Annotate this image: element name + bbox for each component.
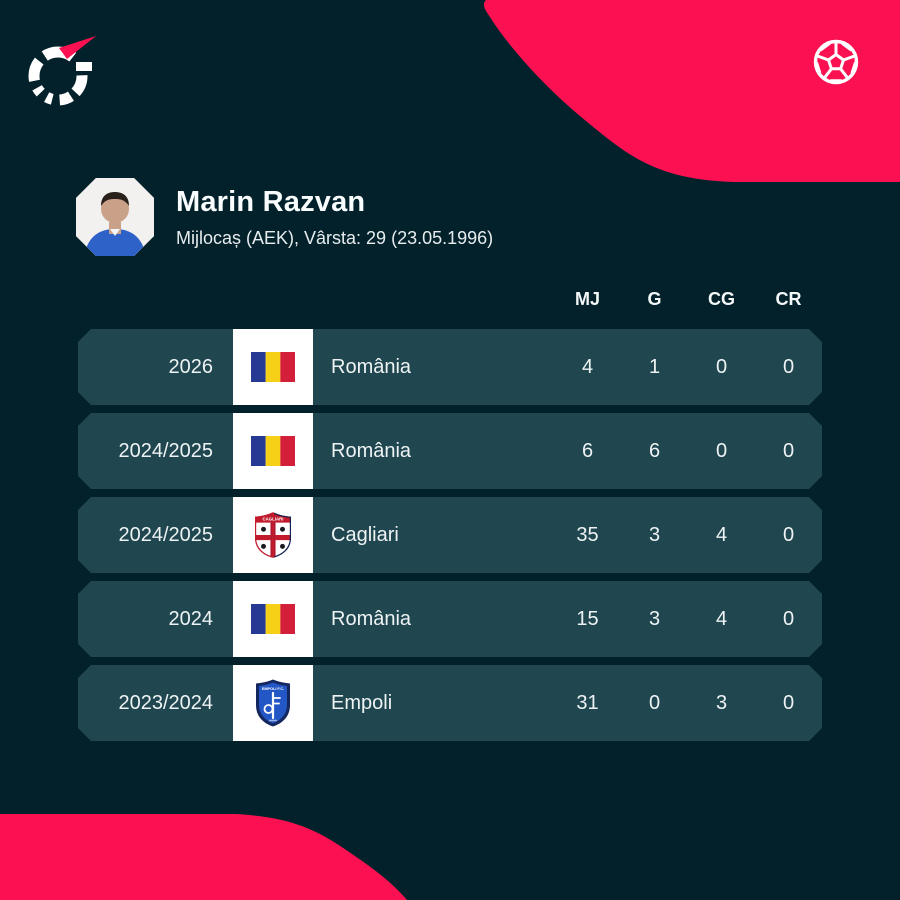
stat-cr: 0 — [782, 439, 795, 462]
player-name: Marin Razvan — [176, 185, 366, 218]
season-row: 2024 România 15 3 4 0 — [78, 581, 822, 657]
stat-cg: 4 — [715, 607, 728, 630]
team-name: Empoli — [331, 691, 393, 714]
stat-mj: 31 — [576, 691, 599, 714]
romania-flag-icon — [251, 604, 295, 634]
season-row: 2024/2025 România 6 6 0 0 — [78, 413, 822, 489]
stat-mj: 15 — [576, 607, 599, 630]
player-photo-image — [76, 178, 154, 256]
romania-flag-icon — [251, 436, 295, 466]
svg-text:CAGLIARI: CAGLIARI — [262, 516, 283, 521]
column-header-cr: CR — [775, 289, 802, 309]
team-logo-cell — [233, 329, 313, 405]
stat-cg: 4 — [715, 523, 728, 546]
logo-ring — [28, 46, 88, 106]
empoli-crest-icon: EMPOLI F.C. — [255, 679, 291, 727]
logo-flash — [59, 36, 96, 59]
team-name: Cagliari — [331, 523, 399, 546]
season-row: 2024/2025 — [78, 497, 822, 573]
football-icon — [813, 39, 859, 85]
romania-flag-icon — [251, 352, 295, 382]
pink-band-bottom-left — [0, 814, 407, 900]
stat-g: 6 — [648, 439, 661, 462]
stat-cg: 0 — [715, 439, 728, 462]
season-label: 2023/2024 — [118, 691, 213, 714]
team-logo-cell — [233, 413, 313, 489]
player-header: Marin Razvan Mijlocaș (AEK), Vârsta: 29 … — [76, 178, 493, 256]
stat-mj: 35 — [576, 523, 599, 546]
stat-cr: 0 — [782, 691, 795, 714]
player-meta: Mijlocaș (AEK), Vârsta: 29 (23.05.1996) — [176, 227, 494, 248]
team-logo-cell: EMPOLI F.C. — [233, 665, 313, 741]
season-stats-table: 2026 România 4 1 0 0 2024/2025 — [78, 329, 822, 749]
column-header-mj: MJ — [574, 289, 600, 309]
team-logo-cell: CAGLIARI — [233, 497, 313, 573]
team-name: România — [331, 607, 412, 630]
stats-column-headers: MJ G CG CR — [78, 276, 822, 316]
team-logo-cell — [233, 581, 313, 657]
team-name: România — [331, 439, 412, 462]
season-row: 2023/2024 EMPOLI F.C. E — [78, 665, 822, 741]
stat-cg: 3 — [715, 691, 728, 714]
stat-cr: 0 — [782, 523, 795, 546]
stat-cr: 0 — [782, 607, 795, 630]
player-photo — [76, 178, 154, 256]
column-header-g: G — [647, 289, 662, 309]
season-label: 2024/2025 — [118, 439, 213, 462]
season-row: 2026 România 4 1 0 0 — [78, 329, 822, 405]
pink-corner-top-right — [483, 0, 900, 182]
stat-g: 3 — [648, 607, 661, 630]
season-label: 2024 — [168, 607, 213, 630]
stat-g: 0 — [648, 691, 661, 714]
stat-g: 3 — [648, 523, 661, 546]
svg-text:EMPOLI F.C.: EMPOLI F.C. — [262, 687, 284, 691]
stat-mj: 4 — [581, 355, 594, 378]
cagliari-crest-icon: CAGLIARI — [254, 511, 292, 559]
season-label: 2026 — [168, 355, 213, 378]
stat-g: 1 — [648, 355, 661, 378]
stat-cr: 0 — [782, 355, 795, 378]
stat-cg: 0 — [715, 355, 728, 378]
logo-dash — [76, 62, 92, 71]
flashscore-logo — [28, 36, 96, 106]
stat-mj: 6 — [581, 439, 594, 462]
team-name: România — [331, 355, 412, 378]
column-header-cg: CG — [708, 289, 735, 309]
season-label: 2024/2025 — [118, 523, 213, 546]
